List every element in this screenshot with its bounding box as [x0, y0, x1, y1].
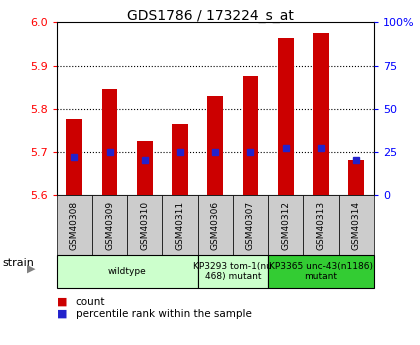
Text: GSM40307: GSM40307: [246, 200, 255, 250]
Bar: [313, 33, 329, 195]
Text: count: count: [76, 297, 105, 307]
Text: GSM40308: GSM40308: [70, 200, 79, 250]
Bar: [102, 89, 118, 195]
Text: GSM40311: GSM40311: [176, 200, 184, 250]
Text: GSM40313: GSM40313: [316, 200, 326, 250]
Text: ■: ■: [57, 309, 67, 319]
Text: GSM40309: GSM40309: [105, 200, 114, 250]
Bar: [66, 119, 82, 195]
Bar: [243, 76, 258, 195]
Bar: [207, 96, 223, 195]
Text: wildtype: wildtype: [108, 267, 147, 276]
Text: GSM40310: GSM40310: [140, 200, 149, 250]
Text: GSM40312: GSM40312: [281, 200, 290, 250]
Bar: [278, 38, 294, 195]
Text: ■: ■: [57, 297, 67, 307]
Text: GSM40314: GSM40314: [352, 200, 361, 250]
Text: KP3293 tom-1(nu
468) mutant: KP3293 tom-1(nu 468) mutant: [194, 262, 272, 282]
Text: KP3365 unc-43(n1186)
mutant: KP3365 unc-43(n1186) mutant: [269, 262, 373, 282]
Text: strain: strain: [2, 258, 34, 268]
Text: percentile rank within the sample: percentile rank within the sample: [76, 309, 252, 319]
Bar: [137, 141, 153, 195]
Bar: [172, 124, 188, 195]
Text: ▶: ▶: [27, 263, 36, 273]
Bar: [348, 160, 364, 195]
Text: GDS1786 / 173224_s_at: GDS1786 / 173224_s_at: [126, 9, 294, 23]
Text: GSM40306: GSM40306: [211, 200, 220, 250]
